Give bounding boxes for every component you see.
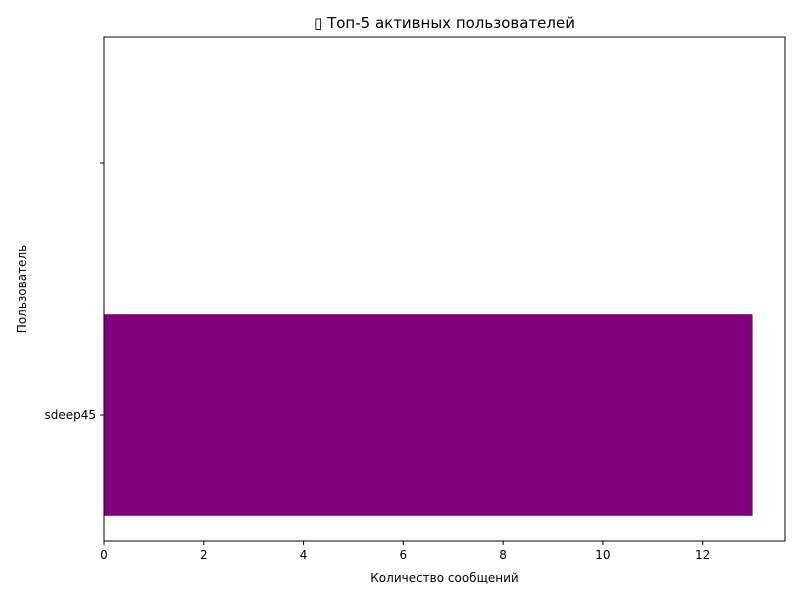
x-tick-label: 10 — [595, 548, 610, 562]
plot-area — [103, 36, 786, 542]
y-tick-label: sdeep45 — [44, 408, 96, 422]
bar-sdeep45 — [104, 314, 753, 516]
bars-layer — [104, 314, 753, 516]
x-tick-label: 12 — [695, 548, 710, 562]
x-axis: 0 2 4 6 8 10 12 — [100, 541, 710, 562]
x-tick-label: 2 — [200, 548, 208, 562]
x-tick-label: 8 — [499, 548, 507, 562]
x-tick-label: 6 — [400, 548, 408, 562]
chart-title: ▯ Топ-5 активных пользователей — [314, 14, 575, 32]
y-axis: sdeep45 — [44, 162, 104, 422]
plot-frame — [103, 36, 786, 542]
x-axis-label: Количество сообщений — [370, 571, 518, 585]
x-tick-label: 0 — [100, 548, 108, 562]
y-axis-label: Пользователь — [15, 245, 29, 333]
x-tick-label: 4 — [300, 548, 308, 562]
